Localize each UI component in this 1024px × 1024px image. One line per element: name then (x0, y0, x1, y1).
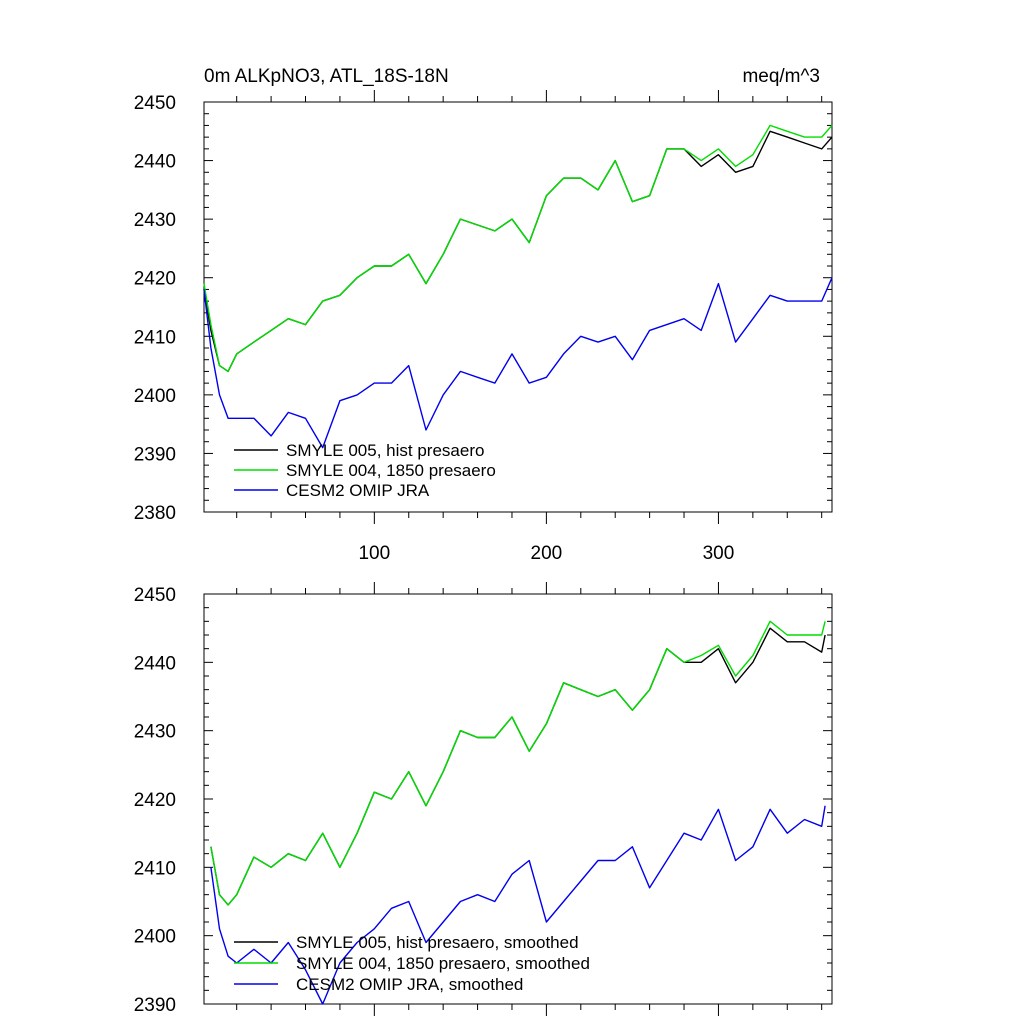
legend-label: CESM2 OMIP JRA, smoothed (296, 975, 523, 994)
y-tick-label: 2380 (134, 503, 176, 524)
y-tick-label: 2400 (134, 386, 176, 407)
panel1-title-left: 0m ALKpNO3, ATL_18S-18N (204, 66, 449, 87)
series-line (210, 627, 826, 906)
y-tick-label: 2410 (134, 327, 176, 348)
y-tick-label: 2450 (134, 93, 176, 114)
plot-frame (203, 101, 833, 513)
series-line (210, 805, 826, 1005)
panel1-title-right: meq/m^3 (742, 66, 820, 87)
x-tick-label: 200 (531, 543, 563, 564)
legend-label: CESM2 OMIP JRA (286, 481, 430, 500)
y-tick-label: 2400 (134, 927, 176, 948)
x-tick-label: 300 (703, 543, 735, 564)
panel-top: 2380 2390 2400 2410 2420 2430 2440 2450 100 200 30… (134, 90, 833, 564)
y-tick-label: 2440 (134, 152, 176, 173)
y-tick-label: 2450 (134, 585, 176, 606)
legend-label: SMYLE 005, hist presaero (286, 441, 484, 460)
y-tick-label: 2420 (134, 790, 176, 811)
y-tick-label: 2390 (134, 995, 176, 1016)
y-tick-label: 2430 (134, 210, 176, 231)
y-tick-label: 2440 (134, 653, 176, 674)
legend-label: SMYLE 004, 1850 presaero, smoothed (296, 954, 590, 973)
series-line (210, 620, 826, 906)
panel-bottom: 2390 2400 2410 2420 2430 2440 2450 SMYLE 005, h… (134, 582, 833, 1016)
series-line (203, 130, 833, 373)
legend-label: SMYLE 004, 1850 presaero (286, 461, 496, 480)
series-line (203, 124, 833, 373)
x-tick-label: 100 (358, 543, 390, 564)
y-tick-label: 2410 (134, 858, 176, 879)
y-tick-label: 2420 (134, 269, 176, 290)
y-tick-label: 2430 (134, 722, 176, 743)
legend-label: SMYLE 005, hist presaero, smoothed (296, 933, 579, 952)
series-line (203, 277, 833, 449)
y-tick-label: 2390 (134, 444, 176, 465)
